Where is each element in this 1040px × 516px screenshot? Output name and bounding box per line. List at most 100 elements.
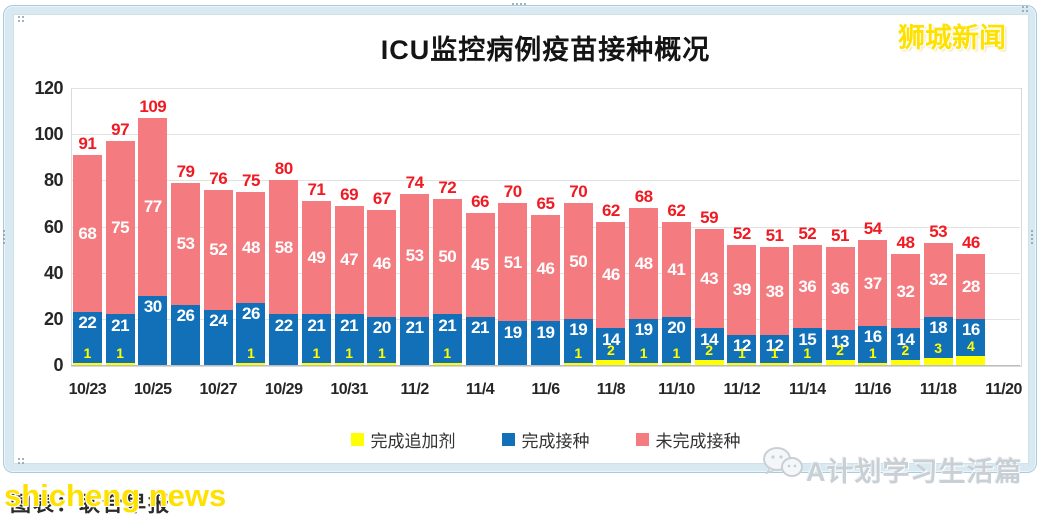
label-booster: 1 [443, 344, 452, 361]
y-axis-label: 0 [53, 355, 63, 375]
label-total: 53 [929, 221, 948, 241]
caption-source-text: 图表：联合早报 [10, 493, 171, 516]
bar-segment-not-fully-vaccinated [923, 242, 953, 317]
label-booster: 2 [705, 342, 713, 359]
bar-segment-not-fully-vaccinated [858, 240, 888, 326]
x-axis-label: 11/18 [919, 381, 957, 398]
bar-segment-fully-vaccinated [334, 314, 364, 363]
label-booster: 1 [377, 344, 386, 361]
label-total: 46 [961, 233, 980, 253]
bar-segment-not-fully-vaccinated [236, 191, 266, 303]
x-axis-label: 10/31 [330, 381, 368, 398]
bar-segment-fully-vaccinated [269, 314, 299, 365]
bar-segment-fully-vaccinated [923, 316, 953, 359]
bar-segment-not-fully-vaccinated [138, 118, 168, 296]
legend-item: 未完成接种 [635, 427, 741, 452]
label-booster: 2 [607, 342, 615, 359]
bar-segment-fully-vaccinated [72, 311, 102, 363]
bar-segment-booster [727, 362, 757, 365]
bar-segment-fully-vaccinated [203, 309, 233, 365]
move-handle-top-left[interactable] [18, 16, 32, 30]
label-not-fully-vaccinated: 37 [863, 273, 882, 293]
label-not-fully-vaccinated: 32 [929, 270, 948, 290]
label-total: 74 [405, 173, 424, 193]
label-fully-vaccinated: 30 [143, 297, 162, 317]
y-axis-label: 60 [43, 216, 64, 237]
label-total: 109 [139, 97, 167, 116]
label-not-fully-vaccinated: 32 [896, 281, 915, 301]
bar-segment-booster [661, 362, 691, 365]
legend-item: 完成接种 [501, 427, 590, 452]
x-axis-label: 11/8 [596, 381, 626, 398]
label-fully-vaccinated: 24 [209, 311, 228, 331]
move-handle-top-right[interactable] [1022, 6, 1036, 20]
label-booster: 1 [639, 344, 648, 361]
label-booster: 1 [116, 344, 124, 361]
label-fully-vaccinated: 15 [798, 329, 817, 349]
label-total: 76 [209, 168, 228, 188]
label-fully-vaccinated: 19 [503, 322, 522, 342]
label-fully-vaccinated: 14 [700, 329, 719, 349]
x-axis-label: 10/25 [134, 381, 172, 398]
label-fully-vaccinated: 14 [601, 329, 620, 349]
label-fully-vaccinated: 22 [274, 315, 293, 335]
y-axis-label: 120 [34, 78, 63, 98]
bar-segment-not-fully-vaccinated [531, 214, 560, 322]
label-booster: 1 [770, 344, 779, 361]
label-fully-vaccinated: 13 [831, 331, 849, 351]
bar-segment-booster [858, 362, 888, 365]
label-not-fully-vaccinated: 77 [143, 197, 162, 217]
bar-segment-not-fully-vaccinated [105, 141, 135, 315]
bar-segment-fully-vaccinated [890, 328, 920, 361]
bar-segment-booster [563, 362, 593, 365]
wechat-icon [762, 446, 804, 485]
bar-segment-not-fully-vaccinated [760, 247, 790, 335]
bar-segment-not-fully-vaccinated [890, 254, 920, 329]
x-axis-label: 11/20 [985, 381, 1022, 398]
legend-swatch [501, 433, 515, 446]
bar-segment-booster [72, 362, 102, 365]
watermark-a-plan: A计划学习生活篇 [806, 457, 1023, 487]
bar-segment-booster [890, 360, 920, 365]
label-fully-vaccinated: 21 [340, 315, 359, 335]
bar-segment-fully-vaccinated [661, 316, 691, 363]
bar-segment-fully-vaccinated [105, 314, 135, 363]
label-fully-vaccinated: 22 [78, 313, 97, 333]
label-total: 67 [372, 189, 391, 209]
label-total: 59 [700, 207, 719, 227]
label-not-fully-vaccinated: 52 [209, 240, 228, 260]
label-not-fully-vaccinated: 45 [471, 255, 489, 275]
bar-segment-booster [236, 362, 266, 365]
label-not-fully-vaccinated: 68 [78, 223, 97, 243]
bar-segment-booster [760, 362, 790, 365]
label-fully-vaccinated: 16 [863, 327, 882, 347]
resize-handle-right[interactable] [1029, 230, 1040, 244]
label-fully-vaccinated: 21 [405, 318, 424, 338]
resize-handle-top[interactable] [512, 0, 526, 14]
bar-segment-not-fully-vaccinated [727, 244, 757, 335]
bar-segment-booster [432, 362, 462, 365]
bar-segment-booster [923, 358, 953, 365]
label-not-fully-vaccinated: 53 [176, 234, 195, 254]
label-total: 71 [307, 180, 326, 200]
legend-swatch [635, 433, 649, 446]
label-fully-vaccinated: 20 [667, 318, 686, 338]
label-not-fully-vaccinated: 47 [340, 250, 359, 270]
x-axis-label: 11/4 [465, 381, 495, 398]
move-handle-bottom-left[interactable] [18, 458, 32, 472]
bar-segment-not-fully-vaccinated [956, 254, 986, 319]
bar-segment-fully-vaccinated [596, 328, 626, 361]
bar-segment-booster [825, 360, 855, 365]
label-total: 52 [732, 223, 751, 243]
watermark-shicheng-logo: 狮城新闻 [898, 23, 1006, 53]
bar-segment-booster [694, 360, 724, 365]
bar-segment-booster [334, 362, 364, 365]
label-not-fully-vaccinated: 58 [274, 237, 293, 257]
bar-segment-not-fully-vaccinated [72, 154, 102, 312]
label-not-fully-vaccinated: 75 [111, 218, 130, 238]
resize-handle-left[interactable] [1, 230, 15, 244]
chart-title: ICU监控病例疫苗接种概况 [380, 35, 711, 65]
label-booster: 1 [737, 344, 746, 361]
y-axis-label: 80 [43, 170, 64, 191]
x-axis-label: 11/10 [658, 381, 695, 398]
